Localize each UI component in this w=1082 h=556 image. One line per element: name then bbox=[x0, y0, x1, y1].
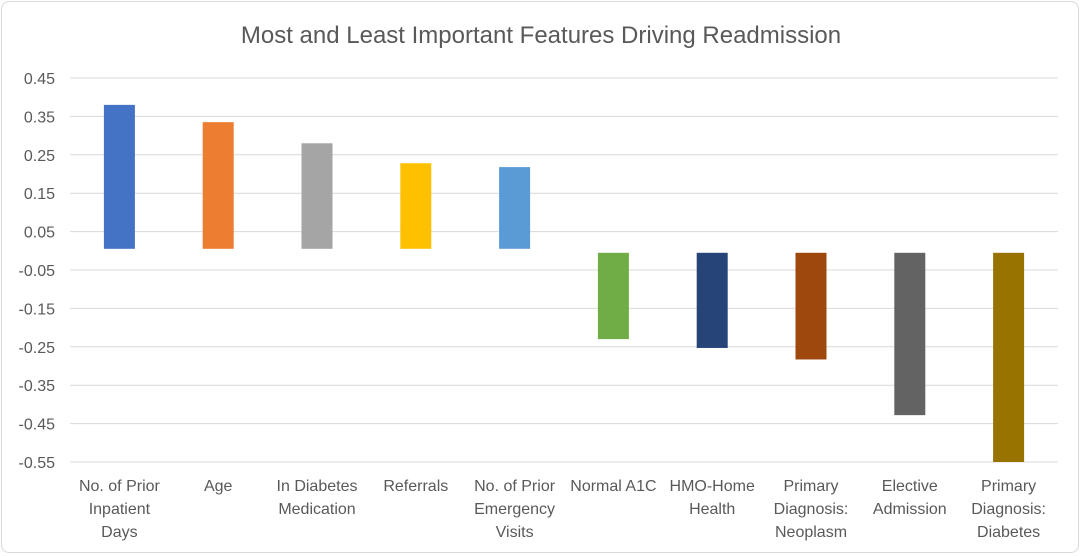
category-label: Age bbox=[204, 478, 233, 495]
category-label-line: Medication bbox=[278, 501, 355, 518]
bar bbox=[696, 252, 728, 348]
bar bbox=[103, 104, 135, 249]
y-tick-label: -0.05 bbox=[19, 263, 56, 280]
category-label-line: Health bbox=[689, 501, 735, 518]
category-label: Referrals bbox=[383, 478, 448, 495]
category-label-line: Elective bbox=[882, 478, 938, 495]
category-label: Elective Admission bbox=[873, 478, 947, 518]
category-label-line: Normal A1C bbox=[570, 478, 656, 495]
bar bbox=[993, 252, 1025, 462]
y-tick-label: -0.15 bbox=[19, 301, 56, 318]
y-tick-label: 0.15 bbox=[24, 186, 55, 203]
category-label-line: Primary bbox=[783, 478, 838, 495]
category-label-line: No. of Prior bbox=[79, 478, 161, 495]
category-label-line: Days bbox=[101, 524, 137, 541]
category-labels: No. of Prior Inpatient Days Age In Diabetes M… bbox=[79, 478, 1046, 541]
chart-title: Most and Least Important Features Drivin… bbox=[241, 22, 841, 49]
bar bbox=[400, 163, 432, 249]
y-axis-tick-labels: 0.45 0.35 0.25 0.15 0.05 -0.05 -0.15 -0.25 -0.35… bbox=[19, 71, 56, 472]
y-tick-label: 0.05 bbox=[24, 225, 55, 242]
category-label-line: Diabetes bbox=[977, 524, 1040, 541]
y-tick-label: 0.25 bbox=[24, 148, 55, 165]
y-tick-label: 0.35 bbox=[24, 109, 55, 126]
y-tick-label: -0.55 bbox=[19, 455, 56, 472]
category-label-line: Visits bbox=[496, 524, 534, 541]
category-label-line: Inpatient bbox=[89, 501, 151, 518]
category-label-line: Diagnosis: bbox=[774, 501, 849, 518]
category-label-line: Neoplasm bbox=[775, 524, 847, 541]
bar bbox=[202, 122, 234, 249]
y-tick-label: -0.35 bbox=[19, 378, 56, 395]
category-label-line: Diagnosis: bbox=[971, 501, 1046, 518]
category-label-line: In Diabetes bbox=[277, 478, 358, 495]
category-label-line: Primary bbox=[981, 478, 1036, 495]
category-label: Primary Diagnosis: Diabetes bbox=[971, 478, 1046, 541]
category-label: In Diabetes Medication bbox=[277, 478, 358, 518]
bar bbox=[499, 167, 531, 249]
category-label-line: No. of Prior bbox=[474, 478, 556, 495]
category-label-line: Admission bbox=[873, 501, 947, 518]
category-label: No. of Prior Emergency Visits bbox=[474, 478, 556, 541]
category-label-line: Referrals bbox=[383, 478, 448, 495]
bars bbox=[103, 104, 1025, 462]
bar bbox=[301, 143, 333, 249]
bar bbox=[795, 252, 827, 360]
category-label-line: Emergency bbox=[474, 501, 555, 518]
category-label-line: HMO-Home bbox=[670, 478, 755, 495]
category-label: Primary Diagnosis: Neoplasm bbox=[774, 478, 849, 541]
y-tick-label: -0.25 bbox=[19, 340, 56, 357]
gridlines bbox=[70, 77, 1058, 463]
bar bbox=[597, 252, 629, 340]
bar bbox=[894, 252, 926, 416]
y-tick-label: 0.45 bbox=[24, 71, 55, 88]
category-label-line: Age bbox=[204, 478, 233, 495]
category-label: No. of Prior Inpatient Days bbox=[79, 478, 161, 541]
category-label: Normal A1C bbox=[570, 478, 656, 495]
y-tick-label: -0.45 bbox=[19, 417, 56, 434]
category-label: HMO-Home Health bbox=[670, 478, 755, 518]
